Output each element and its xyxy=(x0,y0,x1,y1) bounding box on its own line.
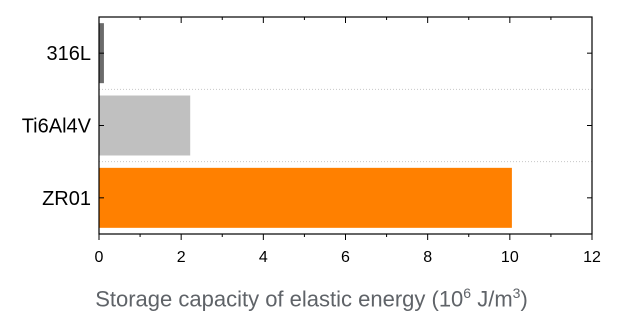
x-tick-label: 8 xyxy=(423,249,432,266)
y-ticks-group xyxy=(99,52,592,199)
bar-ti6al4v xyxy=(99,95,191,156)
x-tick-label: 0 xyxy=(95,249,104,266)
x-tick-label: 2 xyxy=(177,249,186,266)
category-labels-group: 316L Ti6Al4V ZR01 xyxy=(22,43,92,210)
bars-group xyxy=(99,23,512,228)
category-label: Ti6Al4V xyxy=(22,116,92,138)
bar-zr01 xyxy=(99,167,512,228)
category-label: 316L xyxy=(47,43,92,65)
x-tick-label: 4 xyxy=(259,249,268,266)
x-axis-label: Storage capacity of elastic energy (106 … xyxy=(95,285,528,312)
x-tick-label: 12 xyxy=(583,249,601,266)
x-ticks-group: 0 2 4 6 8 10 12 xyxy=(95,17,601,266)
x-tick-label: 10 xyxy=(501,249,519,266)
category-label: ZR01 xyxy=(42,188,91,210)
x-tick-label: 6 xyxy=(341,249,350,266)
bar-chart: 0 2 4 6 8 10 12 316L Ti6Al4V ZR01 xyxy=(22,16,601,266)
separator-group xyxy=(99,88,592,163)
